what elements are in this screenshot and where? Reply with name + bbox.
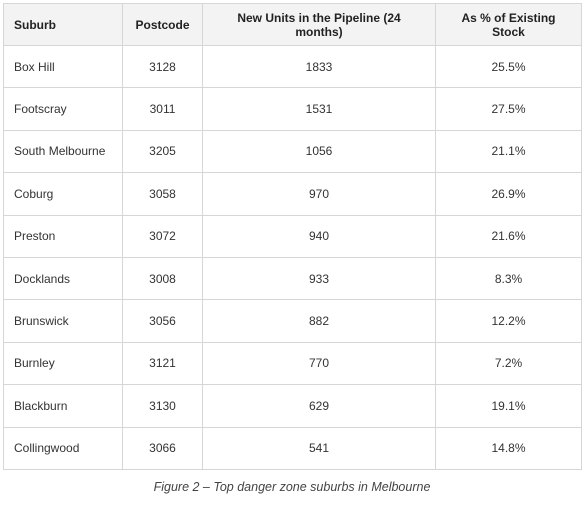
cell-percent-stock: 19.1% (436, 385, 582, 427)
cell-new-units: 541 (203, 427, 436, 469)
cell-suburb: Coburg (4, 173, 123, 215)
cell-postcode: 3066 (123, 427, 203, 469)
cell-postcode: 3011 (123, 88, 203, 130)
cell-postcode: 3205 (123, 130, 203, 172)
cell-new-units: 1833 (203, 46, 436, 88)
cell-percent-stock: 25.5% (436, 46, 582, 88)
cell-suburb: South Melbourne (4, 130, 123, 172)
cell-new-units: 970 (203, 173, 436, 215)
table-header-row: Suburb Postcode New Units in the Pipelin… (4, 4, 582, 46)
table-row: Blackburn 3130 629 19.1% (4, 385, 582, 427)
cell-suburb: Preston (4, 215, 123, 257)
cell-suburb: Blackburn (4, 385, 123, 427)
cell-percent-stock: 26.9% (436, 173, 582, 215)
cell-postcode: 3072 (123, 215, 203, 257)
table-row: Box Hill 3128 1833 25.5% (4, 46, 582, 88)
cell-new-units: 882 (203, 300, 436, 342)
cell-postcode: 3008 (123, 257, 203, 299)
cell-new-units: 940 (203, 215, 436, 257)
table-row: Collingwood 3066 541 14.8% (4, 427, 582, 469)
cell-new-units: 933 (203, 257, 436, 299)
cell-postcode: 3121 (123, 342, 203, 384)
cell-postcode: 3130 (123, 385, 203, 427)
table-row: South Melbourne 3205 1056 21.1% (4, 130, 582, 172)
cell-percent-stock: 14.8% (436, 427, 582, 469)
cell-postcode: 3058 (123, 173, 203, 215)
header-suburb: Suburb (4, 4, 123, 46)
header-new-units: New Units in the Pipeline (24 months) (203, 4, 436, 46)
cell-suburb: Collingwood (4, 427, 123, 469)
cell-percent-stock: 21.1% (436, 130, 582, 172)
table-row: Docklands 3008 933 8.3% (4, 257, 582, 299)
table-row: Brunswick 3056 882 12.2% (4, 300, 582, 342)
cell-percent-stock: 21.6% (436, 215, 582, 257)
cell-postcode: 3128 (123, 46, 203, 88)
cell-percent-stock: 12.2% (436, 300, 582, 342)
cell-suburb: Docklands (4, 257, 123, 299)
table-row: Coburg 3058 970 26.9% (4, 173, 582, 215)
cell-suburb: Brunswick (4, 300, 123, 342)
header-postcode: Postcode (123, 4, 203, 46)
cell-new-units: 1056 (203, 130, 436, 172)
cell-new-units: 629 (203, 385, 436, 427)
cell-suburb: Burnley (4, 342, 123, 384)
figure-caption: Figure 2 – Top danger zone suburbs in Me… (0, 480, 584, 494)
table-row: Preston 3072 940 21.6% (4, 215, 582, 257)
table-row: Footscray 3011 1531 27.5% (4, 88, 582, 130)
cell-percent-stock: 8.3% (436, 257, 582, 299)
suburb-table: Suburb Postcode New Units in the Pipelin… (3, 3, 582, 470)
header-percent-stock: As % of Existing Stock (436, 4, 582, 46)
cell-suburb: Footscray (4, 88, 123, 130)
cell-suburb: Box Hill (4, 46, 123, 88)
cell-postcode: 3056 (123, 300, 203, 342)
cell-new-units: 770 (203, 342, 436, 384)
cell-percent-stock: 7.2% (436, 342, 582, 384)
cell-percent-stock: 27.5% (436, 88, 582, 130)
table-row: Burnley 3121 770 7.2% (4, 342, 582, 384)
cell-new-units: 1531 (203, 88, 436, 130)
